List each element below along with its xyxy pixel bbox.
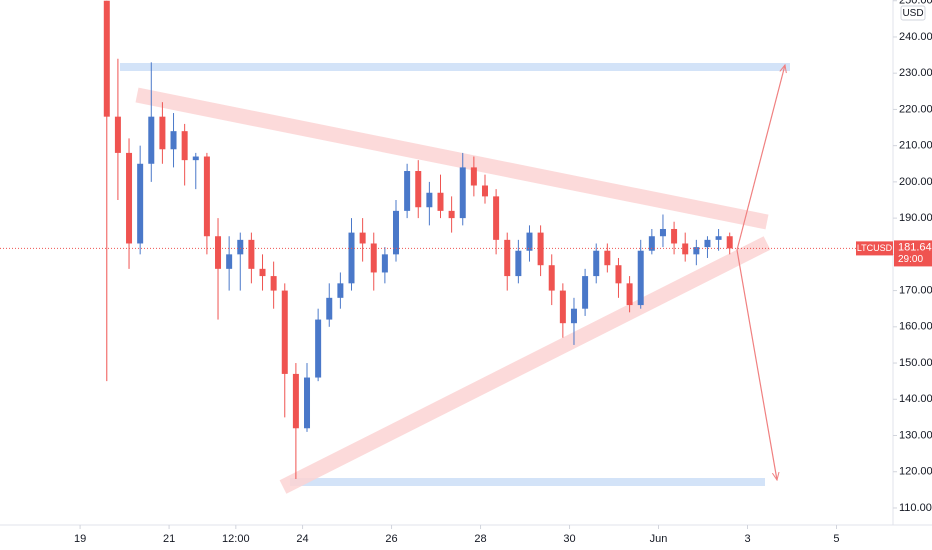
candle-body bbox=[559, 290, 566, 324]
candle-body bbox=[548, 265, 555, 291]
candle-body bbox=[659, 228, 666, 237]
arrow-up bbox=[736, 65, 785, 251]
candle-body bbox=[370, 243, 377, 273]
candle-body bbox=[582, 276, 589, 309]
candle-body bbox=[459, 167, 466, 219]
currency: USD bbox=[902, 8, 923, 19]
y-tick-label: 140.00 bbox=[899, 393, 932, 405]
x-tick-label: 3 bbox=[744, 533, 750, 545]
candle-body bbox=[715, 236, 722, 240]
arrows bbox=[736, 65, 785, 480]
candle-body bbox=[648, 236, 655, 251]
candle-body bbox=[315, 319, 322, 378]
x-tick-label: 24 bbox=[296, 533, 308, 545]
candle-body bbox=[604, 250, 611, 266]
candle-body bbox=[270, 276, 277, 291]
candle-body bbox=[504, 239, 511, 277]
candle-body bbox=[470, 167, 477, 186]
candle-body bbox=[426, 192, 433, 208]
lower-trend-band bbox=[279, 236, 771, 494]
candle-body bbox=[493, 196, 500, 240]
candle-body bbox=[148, 116, 155, 164]
candle-body bbox=[593, 250, 600, 277]
x-tick-label: 12:00 bbox=[222, 533, 250, 545]
symbol: LTCUSD bbox=[857, 243, 893, 253]
x-tick-label: 28 bbox=[474, 533, 486, 545]
candle-body bbox=[415, 171, 422, 208]
y-tick-label: 120.00 bbox=[899, 466, 932, 478]
candle-body bbox=[337, 283, 344, 298]
candle-body bbox=[226, 254, 233, 269]
drawings bbox=[120, 63, 790, 494]
y-tick-label: 210.00 bbox=[899, 140, 932, 152]
candle-body bbox=[348, 232, 355, 284]
candle-body bbox=[137, 163, 144, 244]
candle-body bbox=[515, 250, 522, 277]
candle-body bbox=[203, 156, 210, 237]
candle-body bbox=[615, 265, 622, 284]
candle-body bbox=[181, 131, 188, 161]
candle-body bbox=[359, 232, 366, 244]
candle-body bbox=[215, 236, 222, 269]
price-tag bbox=[894, 240, 932, 267]
x-tick-label: 19 bbox=[74, 533, 86, 545]
y-tick-label: 160.00 bbox=[899, 321, 932, 333]
candle-body bbox=[570, 308, 577, 324]
y-tick-label: 200.00 bbox=[899, 176, 932, 188]
candle-body bbox=[292, 373, 299, 429]
y-tick-label: 110.00 bbox=[899, 502, 932, 514]
candle-body bbox=[248, 239, 255, 269]
y-tick-label: 150.00 bbox=[899, 357, 932, 369]
candle-body bbox=[281, 290, 288, 374]
x-tick-label: 21 bbox=[163, 533, 175, 545]
candle-body bbox=[192, 156, 199, 161]
candle-body bbox=[237, 239, 244, 255]
y-tick-label: 240.00 bbox=[899, 31, 932, 43]
y-tick-label: 190.00 bbox=[899, 212, 932, 224]
candle-body bbox=[304, 377, 311, 429]
candle-body bbox=[626, 283, 633, 306]
candle-body bbox=[381, 254, 388, 273]
x-tick-label: 30 bbox=[563, 533, 575, 545]
candle-body bbox=[404, 171, 411, 211]
upper-trend-band bbox=[135, 87, 769, 230]
x-tick-label: 5 bbox=[833, 533, 839, 545]
candle-body bbox=[448, 210, 455, 219]
y-tick-label: 130.00 bbox=[899, 429, 932, 441]
candle-body bbox=[114, 116, 121, 153]
last-price: 181.64 bbox=[898, 241, 932, 253]
candle-body bbox=[259, 268, 266, 277]
candle-body bbox=[726, 236, 733, 249]
candle-body bbox=[170, 131, 177, 150]
candle-body bbox=[392, 210, 399, 255]
candle-body bbox=[671, 228, 678, 244]
candle-body bbox=[537, 232, 544, 266]
candle-body bbox=[103, 0, 110, 117]
candle-body bbox=[326, 297, 333, 320]
symbol-tag bbox=[856, 241, 893, 256]
y-tick-label: 220.00 bbox=[899, 103, 932, 115]
candle-body bbox=[693, 247, 700, 255]
countdown: 29:00 bbox=[898, 254, 923, 265]
y-tick-label: 230.00 bbox=[899, 67, 932, 79]
candle-body bbox=[637, 250, 644, 306]
y-tick-label: 170.00 bbox=[899, 284, 932, 296]
candle-body bbox=[481, 185, 488, 197]
candle-body bbox=[159, 116, 166, 150]
candle-body bbox=[526, 232, 533, 251]
y-tick-label: 250.00 bbox=[899, 0, 932, 7]
x-tick-label: Jun bbox=[650, 533, 668, 545]
x-tick-label: 26 bbox=[385, 533, 397, 545]
candle-body bbox=[126, 152, 133, 244]
candle-body bbox=[437, 192, 444, 211]
arrow-down bbox=[736, 249, 777, 480]
candle-body bbox=[704, 239, 711, 248]
candle-body bbox=[682, 243, 689, 255]
currency-box[interactable] bbox=[900, 5, 926, 21]
candles bbox=[103, 0, 733, 479]
